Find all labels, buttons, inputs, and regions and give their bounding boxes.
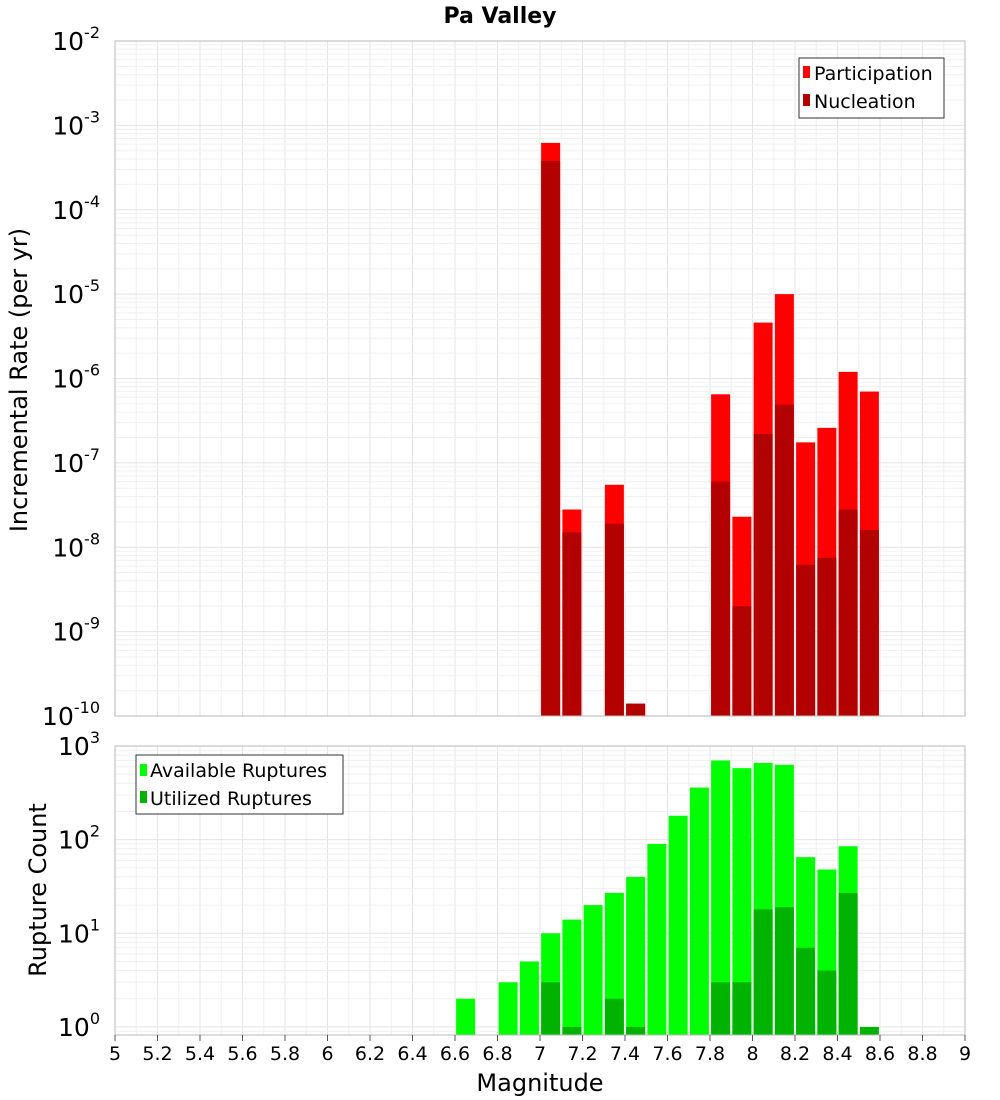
top-bars	[541, 142, 879, 717]
bottom-y-ticks: 103 102 101 100	[58, 728, 100, 1042]
x-tick-label: 6.8	[482, 1043, 512, 1065]
x-tick-label: 8.2	[780, 1043, 810, 1065]
bottom-y-axis-label: Rupture Count	[24, 803, 52, 977]
x-tick-label: 6	[321, 1043, 333, 1065]
bar-available-ruptures	[711, 760, 731, 1035]
bar-available-ruptures	[647, 843, 667, 1035]
legend-label-available: Available Ruptures	[150, 760, 327, 782]
legend-swatch-available	[140, 764, 147, 776]
x-tick-label: 7	[534, 1043, 546, 1065]
x-tick-label: 7.6	[652, 1043, 682, 1065]
bar-nucleation	[732, 606, 752, 716]
bar-utilized-ruptures	[859, 1026, 879, 1035]
x-tick-label: 8	[746, 1043, 758, 1065]
x-tick-label: 8.8	[907, 1043, 937, 1065]
incremental-rate-panel: 10-2 10-3 10-4 10-5 10-6 10-7 10-8 10-9 10-10 In…	[5, 23, 966, 731]
x-tick-label: 7.4	[610, 1043, 640, 1065]
bar-utilized-ruptures	[838, 892, 858, 1035]
bar-available-ruptures	[562, 919, 582, 1035]
x-tick-label: 5.4	[185, 1043, 215, 1065]
top-y-axis-label: Incremental Rate (per yr)	[5, 228, 33, 532]
bar-utilized-ruptures	[711, 982, 731, 1035]
y-tick-label: 10-9	[52, 614, 100, 647]
y-tick-label: 100	[58, 1009, 100, 1042]
y-tick-label: 10-3	[52, 107, 100, 140]
y-tick-label: 10-4	[52, 192, 100, 225]
top-grid	[114, 40, 966, 717]
bar-nucleation	[796, 564, 816, 716]
y-tick-label: 103	[58, 728, 100, 761]
x-ticks: 5 5.2 5.4 5.6 5.8 6 6.2 6.4 6.6 6.8 7 7.2 7.4 7.6 7.8 8…	[109, 1035, 971, 1065]
y-tick-label: 10-5	[52, 276, 100, 309]
y-tick-label: 101	[58, 915, 100, 948]
bar-available-ruptures	[732, 768, 752, 1035]
bar-utilized-ruptures	[604, 998, 624, 1035]
x-tick-label: 6.6	[440, 1043, 470, 1065]
y-tick-label: 10-2	[52, 23, 100, 56]
bar-available-ruptures	[583, 905, 603, 1035]
x-tick-label: 5.8	[270, 1043, 300, 1065]
bar-nucleation	[817, 557, 837, 716]
bottom-bars	[456, 760, 879, 1035]
bar-available-ruptures	[519, 961, 539, 1035]
rupture-count-panel: 103 102 101 100 5 5.2 5.4 5.6 5.8 6 6.2 6.4 6.6 6.8 7…	[24, 728, 971, 1097]
bar-nucleation	[626, 703, 646, 716]
bar-utilized-ruptures	[732, 982, 752, 1035]
x-axis-label: Magnitude	[476, 1069, 603, 1097]
bottom-legend: Available Ruptures Utilized Ruptures	[135, 754, 344, 815]
legend-swatch-utilized	[140, 791, 147, 803]
x-tick-label: 7.8	[695, 1043, 725, 1065]
bar-nucleation	[859, 530, 879, 716]
top-legend-box	[798, 57, 945, 119]
bar-available-ruptures	[668, 815, 688, 1035]
x-tick-label: 5.6	[227, 1043, 257, 1065]
legend-swatch-nucleation	[803, 94, 810, 106]
y-tick-label: 10-8	[52, 529, 100, 562]
x-tick-label: 6.2	[355, 1043, 385, 1065]
y-tick-label: 10-10	[42, 698, 100, 731]
x-tick-label: 5	[109, 1043, 121, 1065]
bar-available-ruptures	[626, 876, 646, 1035]
bar-nucleation	[753, 433, 773, 716]
bar-nucleation	[562, 532, 582, 716]
bar-available-ruptures	[456, 998, 476, 1035]
bar-nucleation	[774, 404, 794, 716]
bar-nucleation	[541, 160, 561, 716]
chart-title: Pa Valley	[443, 4, 556, 29]
x-tick-label: 8.4	[822, 1043, 852, 1065]
top-plot-frame	[114, 40, 966, 717]
legend-label-participation: Participation	[814, 63, 933, 85]
bar-nucleation	[604, 523, 624, 716]
bar-utilized-ruptures	[753, 909, 773, 1035]
x-tick-label: 8.6	[865, 1043, 895, 1065]
bar-available-ruptures	[498, 982, 518, 1035]
legend-swatch-participation	[803, 66, 810, 78]
bar-utilized-ruptures	[541, 982, 561, 1035]
legend-label-utilized: Utilized Ruptures	[150, 788, 312, 810]
bar-utilized-ruptures	[796, 947, 816, 1035]
bottom-legend-box	[135, 754, 344, 815]
legend-label-nucleation: Nucleation	[814, 91, 916, 113]
x-tick-label: 7.2	[567, 1043, 597, 1065]
bar-nucleation	[838, 509, 858, 716]
bar-nucleation	[711, 481, 731, 716]
bar-utilized-ruptures	[562, 1026, 582, 1035]
bar-available-ruptures	[689, 787, 709, 1035]
top-legend: Participation Nucleation	[798, 57, 945, 119]
x-tick-label: 9	[959, 1043, 971, 1065]
y-tick-label: 102	[58, 822, 100, 855]
x-tick-label: 5.2	[142, 1043, 172, 1065]
bar-utilized-ruptures	[817, 970, 837, 1035]
top-y-ticks: 10-2 10-3 10-4 10-5 10-6 10-7 10-8 10-9 10-10	[42, 23, 100, 731]
bar-utilized-ruptures	[774, 907, 794, 1035]
x-tick-label: 6.4	[397, 1043, 427, 1065]
y-tick-label: 10-6	[52, 361, 100, 394]
bar-utilized-ruptures	[626, 1026, 646, 1035]
y-tick-label: 10-7	[52, 445, 100, 478]
